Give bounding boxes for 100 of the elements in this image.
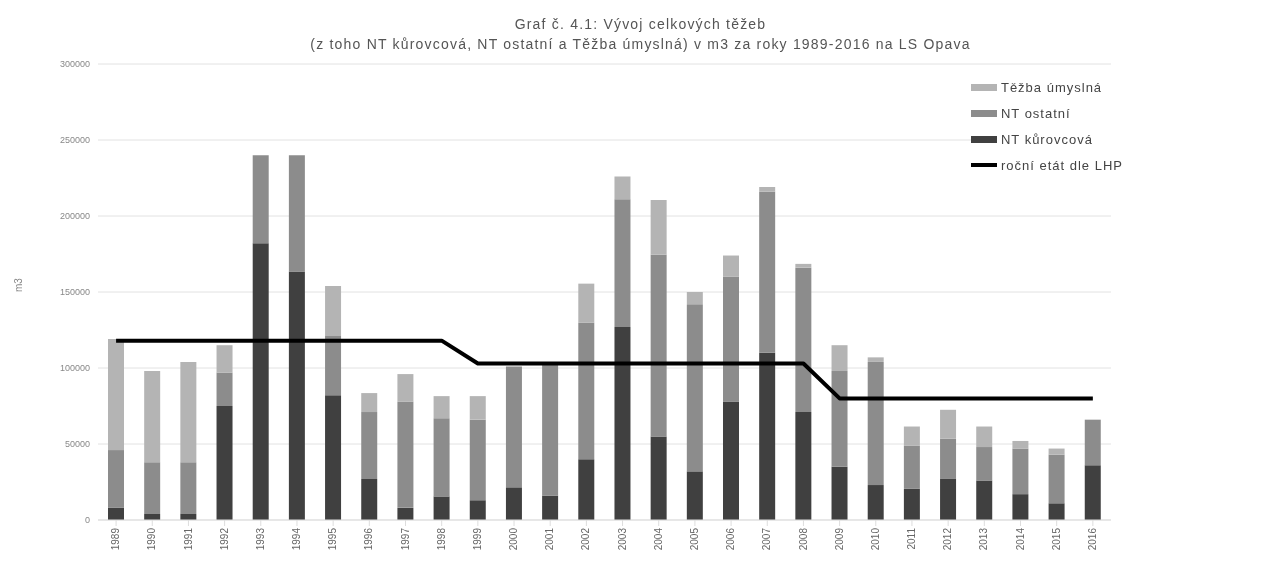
bar [288, 271, 305, 520]
legend-label: roční etát dle LHP [1000, 157, 1123, 173]
bar [578, 459, 595, 520]
legend-label: Těžba úmyslná [1000, 79, 1103, 95]
bar [505, 487, 522, 520]
x-tick-label: 2005 [689, 527, 701, 551]
bar [976, 447, 993, 481]
y-tick-label: 50000 [64, 439, 90, 450]
x-tick-label: 1993 [254, 527, 266, 551]
bar [216, 372, 233, 406]
y-tick-label: 100000 [59, 363, 90, 374]
bar [1048, 503, 1065, 520]
bar [614, 176, 631, 200]
x-tick-label: 2015 [1050, 527, 1062, 551]
bar [325, 285, 342, 337]
chart-subtitle: (z toho NT kůrovcová, NT ostatní a Těžba úmyslná) v m3 za roky 1989-2016 na LS Opava [309, 35, 972, 54]
bar [795, 412, 812, 520]
bar [505, 366, 522, 488]
y-tick-label: 250000 [59, 135, 90, 146]
bar [397, 374, 414, 402]
x-tick-label: 2000 [508, 527, 520, 551]
bar [867, 485, 884, 520]
x-tick-label: 2003 [616, 527, 628, 551]
bar [614, 326, 631, 520]
bar [433, 418, 450, 497]
bar [361, 412, 378, 479]
bar [867, 357, 884, 362]
x-tick-label: 1998 [435, 527, 447, 551]
x-tick-label: 2011 [906, 527, 918, 550]
bar [108, 450, 124, 508]
bar [614, 199, 631, 327]
x-tick-label: 1991 [182, 527, 194, 551]
y-tick-label: 150000 [59, 287, 90, 298]
x-tick-label: 1994 [291, 527, 303, 551]
bar [650, 436, 667, 520]
bar [795, 263, 812, 268]
bar [1048, 448, 1065, 455]
x-tick-label: 1995 [327, 527, 339, 551]
x-tick-label: 2001 [544, 527, 556, 551]
bar [578, 283, 595, 323]
x-tick-label: 2009 [833, 527, 845, 551]
x-tick-label: 1996 [363, 527, 375, 551]
bar [1048, 454, 1065, 504]
bar [325, 336, 342, 396]
bar [325, 395, 342, 520]
y-tick-label: 300000 [59, 59, 90, 70]
x-tick-label: 2004 [652, 527, 664, 551]
bar [180, 361, 197, 463]
x-tick-label: 2008 [797, 527, 809, 551]
bar [578, 322, 595, 460]
bar [976, 480, 993, 520]
bar [686, 304, 703, 472]
bar [469, 396, 486, 420]
bar [144, 371, 161, 463]
x-tick-label: 2010 [869, 527, 881, 551]
bar [433, 496, 450, 520]
bar [180, 462, 197, 514]
y-axis-title: m3 [12, 277, 24, 292]
bar [397, 507, 414, 520]
bar [650, 200, 667, 255]
bar [433, 396, 450, 419]
bar [469, 419, 486, 501]
x-tick-label: 1992 [218, 527, 230, 551]
x-tick-label: 2002 [580, 527, 592, 551]
bar [686, 292, 703, 305]
bar [903, 426, 920, 446]
bar [1012, 440, 1029, 449]
bar [686, 471, 703, 520]
bar [542, 495, 559, 520]
x-tick-label: 2013 [978, 527, 990, 551]
x-tick-label: 2016 [1086, 527, 1098, 551]
y-tick-label: 200000 [59, 211, 90, 222]
bar [903, 488, 920, 520]
chart-title: Graf č. 4.1: Vývoj celkových těžeb [513, 15, 768, 34]
bar [252, 243, 269, 520]
bar [1084, 419, 1101, 466]
bar [940, 438, 957, 479]
bar [542, 364, 559, 496]
bar [397, 401, 414, 508]
bar [723, 276, 739, 402]
legend-label: NT kůrovcová [1000, 131, 1093, 147]
bar [903, 445, 920, 489]
bar [831, 345, 848, 372]
bar [940, 478, 957, 520]
bar [723, 401, 739, 520]
x-tick-label: 1990 [146, 527, 158, 551]
bar [831, 466, 848, 520]
bar [144, 462, 161, 514]
bar [361, 393, 378, 413]
bar [1012, 448, 1029, 495]
bar [759, 352, 776, 520]
x-tick-label: 1989 [110, 527, 122, 551]
bar [108, 339, 124, 451]
x-tick-label: 2012 [942, 527, 954, 551]
bar [1084, 465, 1101, 520]
bar [216, 345, 233, 373]
bar [650, 254, 667, 437]
bar [288, 155, 305, 272]
x-tick-label: 2007 [761, 527, 773, 551]
x-tick-label: 2006 [725, 527, 737, 551]
